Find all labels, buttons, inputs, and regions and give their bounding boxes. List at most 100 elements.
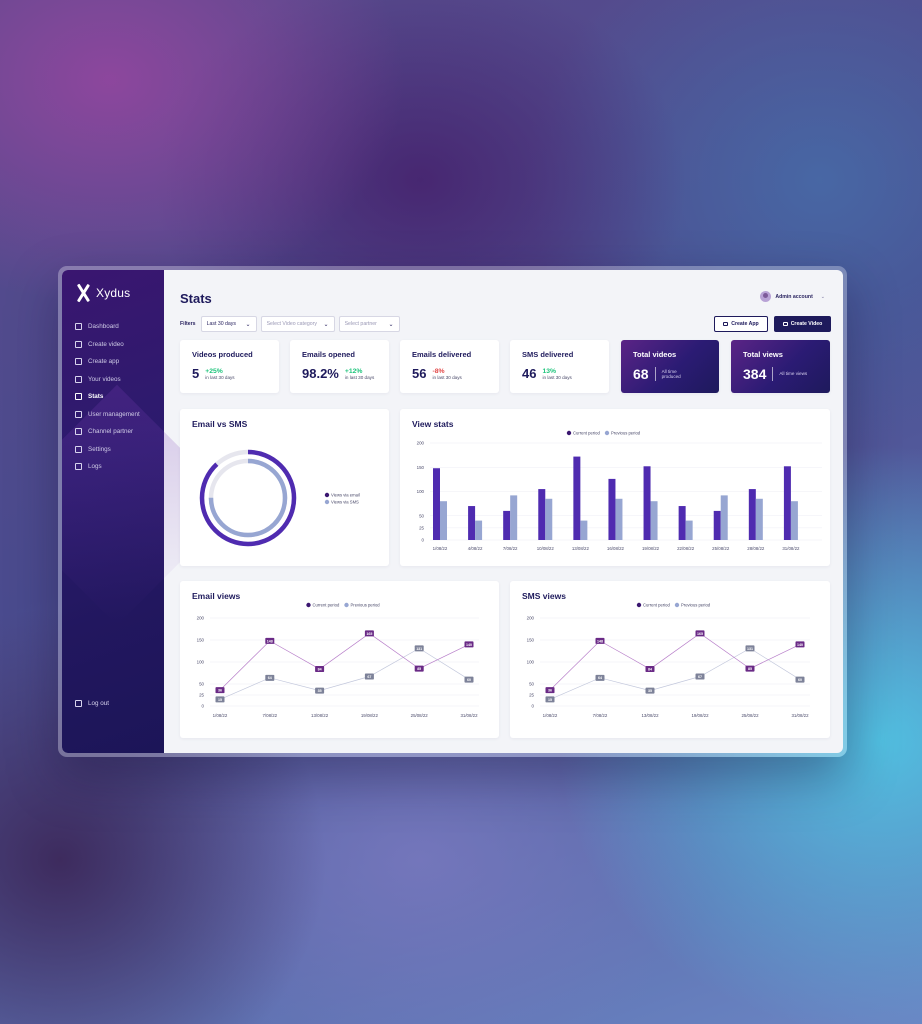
stat-value: 56 [412, 366, 427, 381]
chevron-down-icon: ⌄ [388, 321, 394, 328]
x-tick-label: 31/08/22 [782, 546, 800, 551]
x-tick-label: 10/08/22 [537, 546, 555, 551]
stat-subtitle: in last 30 days [432, 374, 462, 380]
sidebar: Xydus Dashboard Create video Create app You… [62, 270, 164, 753]
y-tick-label: 200 [417, 441, 425, 446]
legend-dot [324, 499, 330, 505]
bar-current [538, 489, 546, 540]
video-icon [782, 322, 788, 326]
y-tick-label: 100 [527, 660, 535, 665]
stat-title: Emails delivered [412, 350, 472, 359]
x-tick-label: 7/08/22 [593, 713, 608, 718]
point-marker-previous [464, 676, 474, 683]
y-tick-label: 0 [202, 704, 205, 709]
point-marker-previous [545, 696, 555, 703]
legend-dot [306, 602, 311, 608]
data-label: 85 [748, 667, 752, 671]
sidebar-item-channel-partner[interactable]: Channel partner [62, 423, 164, 441]
card-title: View stats [412, 419, 454, 429]
y-tick-label: 0 [532, 704, 535, 709]
point-marker-previous [795, 676, 805, 683]
sidebar-item-user-management[interactable]: User management [62, 406, 164, 424]
create-video-icon [75, 340, 82, 348]
legend-dot [674, 602, 680, 608]
video-category-select[interactable]: Select Video category ⌄ [260, 316, 335, 332]
sidebar-nav: Dashboard Create video Create app Your vide… [62, 318, 164, 476]
logout-label: Log out [88, 700, 110, 707]
stat-subtitle: in last 30 days [542, 374, 572, 380]
stat-card-emails-delivered: Emails delivered 56 -8% in last 30 days [400, 340, 499, 393]
sidebar-item-label: Channel partner [88, 428, 134, 436]
point-marker-current [215, 687, 225, 694]
sidebar-item-create-video[interactable]: Create video [62, 336, 164, 354]
period-value: Last 30 days [206, 321, 236, 327]
sidebar-item-stats[interactable]: Stats [62, 388, 164, 406]
bar-previous [650, 501, 658, 540]
point-marker-previous [364, 673, 374, 680]
legend-label: Views via email [331, 493, 360, 498]
data-label: 67 [698, 675, 702, 679]
x-tick-label: 28/08/22 [747, 546, 765, 551]
y-tick-label: 200 [197, 616, 205, 621]
filters-label: Filters [180, 321, 196, 327]
legend-dot [636, 602, 642, 608]
legend-label: Current period [643, 603, 670, 608]
legend-label: Previous period [351, 603, 381, 608]
y-tick-label: 150 [417, 465, 425, 470]
email-views-chart: Current period Previous period 0 25 50 100 150… [197, 602, 479, 718]
email-vs-sms-card: Email vs SMS Views via email Views via SM… [180, 409, 389, 566]
logout-button[interactable]: Log out [75, 700, 109, 707]
sidebar-item-label: Create video [88, 340, 124, 348]
y-tick-label: 150 [527, 638, 535, 643]
bar-current [608, 478, 616, 540]
data-label: 36 [548, 689, 552, 693]
data-label: 148 [597, 639, 603, 643]
bar-current [643, 466, 651, 540]
y-tick-label: 25 [529, 693, 534, 698]
x-tick-label: 25/08/22 [411, 713, 429, 718]
logo[interactable]: Xydus [62, 284, 164, 302]
account-name: Admin account [775, 293, 813, 300]
data-label: 15 [218, 698, 222, 702]
sidebar-item-your-videos[interactable]: Your videos [62, 371, 164, 389]
chevron-down-icon: ⌄ [323, 321, 329, 328]
sidebar-item-dashboard[interactable]: Dashboard [62, 318, 164, 336]
data-label: 148 [267, 639, 273, 643]
bar-current [503, 510, 511, 540]
sms-views-chart: Current period Previous period 0 25 50 100 150… [527, 602, 810, 718]
partner-select[interactable]: Select partner ⌄ [338, 316, 400, 332]
create-app-button[interactable]: Create App [714, 316, 768, 332]
legend-label: Current period [313, 603, 340, 608]
chevron-down-icon: ⌄ [245, 321, 251, 328]
action-buttons: Create App Create Video [714, 316, 831, 332]
sidebar-item-create-app[interactable]: Create app [62, 353, 164, 371]
legend-label: Current period [573, 431, 600, 436]
x-tick-label: 7/08/22 [503, 546, 518, 551]
stat-title: Total videos [633, 350, 677, 359]
sidebar-item-settings[interactable]: Settings [62, 441, 164, 459]
data-label: 36 [218, 689, 222, 693]
stats-icon [75, 393, 82, 401]
x-tick-label: 19/08/22 [361, 713, 379, 718]
legend-dot [344, 602, 349, 608]
data-label: 64 [268, 676, 272, 680]
avatar [760, 291, 772, 302]
sidebar-item-logs[interactable]: Logs [62, 458, 164, 476]
y-tick-label: 50 [199, 682, 204, 687]
data-label: 140 [466, 643, 472, 647]
account-menu[interactable]: Admin account ⌄ [760, 291, 825, 302]
legend-dot [566, 430, 572, 436]
logo-text: Xydus [96, 286, 131, 300]
create-video-button[interactable]: Create Video [774, 316, 831, 332]
your-videos-icon [75, 375, 82, 383]
card-title: SMS views [522, 591, 566, 601]
data-label: 35 [318, 689, 322, 693]
series-line-current [549, 632, 801, 691]
sms-views-card: SMS views Current period Previous period 0… [510, 581, 830, 738]
period-select[interactable]: Last 30 days ⌄ [200, 316, 257, 332]
x-tick-label: 4/08/22 [468, 546, 483, 551]
bar-current [468, 506, 476, 540]
x-tick-label: 1/08/22 [213, 713, 228, 718]
x-tick-label: 13/08/22 [311, 713, 329, 718]
point-marker-current [645, 666, 655, 673]
